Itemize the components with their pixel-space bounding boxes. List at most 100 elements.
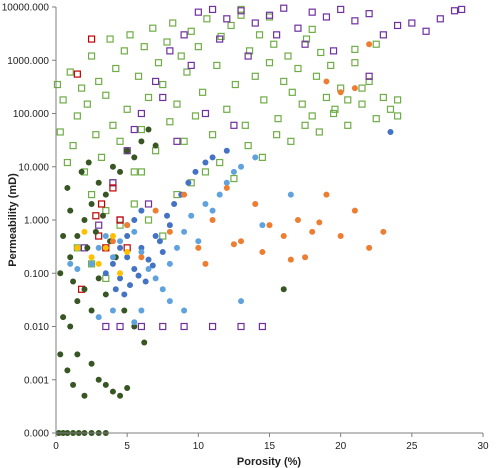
data-point xyxy=(95,179,102,186)
y-tick-label: 0.001 xyxy=(24,375,49,386)
data-point xyxy=(173,244,180,251)
x-axis-title: Porosity (%) xyxy=(237,456,302,468)
data-point xyxy=(159,232,167,240)
data-point xyxy=(74,266,81,273)
data-point xyxy=(102,270,109,277)
data-point xyxy=(109,238,116,245)
data-point xyxy=(294,64,302,73)
data-point xyxy=(159,286,166,293)
y-axis-ticks: 0.000 0.001 0.010 0.100 1.000 10.000 100.000 10… xyxy=(2,3,56,440)
x-tick-label: 5 xyxy=(124,441,130,452)
data-point xyxy=(87,52,96,60)
data-point xyxy=(185,179,192,186)
data-point xyxy=(238,238,245,245)
data-point xyxy=(209,207,216,214)
data-point xyxy=(59,96,67,104)
data-point xyxy=(137,168,145,176)
data-point xyxy=(163,38,171,46)
data-point xyxy=(63,158,71,167)
data-point xyxy=(358,84,366,92)
data-point xyxy=(149,24,157,32)
data-point xyxy=(223,105,231,113)
data-point xyxy=(358,100,366,108)
data-point xyxy=(302,35,311,43)
data-point xyxy=(66,68,74,76)
data-point xyxy=(317,48,325,57)
data-point xyxy=(109,388,116,395)
data-point xyxy=(173,137,181,145)
data-point xyxy=(351,207,358,214)
data-point xyxy=(67,260,74,267)
data-point xyxy=(138,138,145,145)
data-point xyxy=(183,68,191,76)
data-point xyxy=(95,77,103,86)
data-point xyxy=(287,256,294,263)
data-point xyxy=(351,59,359,67)
data-point xyxy=(213,61,221,70)
data-point xyxy=(323,191,330,198)
data-point xyxy=(450,7,459,15)
data-point xyxy=(57,270,64,277)
data-point xyxy=(265,11,274,19)
data-point xyxy=(109,260,116,267)
data-point xyxy=(316,219,323,226)
data-point xyxy=(109,233,116,240)
data-point xyxy=(258,153,266,161)
data-point xyxy=(137,109,145,118)
data-point xyxy=(138,307,145,314)
data-point xyxy=(231,80,239,89)
data-point xyxy=(166,260,173,267)
y-tick-label: 10000.000 xyxy=(2,3,50,14)
data-point xyxy=(230,168,237,175)
data-point xyxy=(102,233,109,240)
data-point xyxy=(95,275,102,282)
data-point xyxy=(181,307,188,314)
data-point xyxy=(117,238,124,245)
data-point xyxy=(208,322,217,331)
x-tick-label: 25 xyxy=(406,441,418,452)
data-point xyxy=(84,244,91,251)
data-point xyxy=(199,88,207,96)
x-tick-label: 15 xyxy=(264,441,276,452)
data-point xyxy=(270,40,278,48)
data-point xyxy=(166,222,173,229)
data-point xyxy=(308,112,316,120)
data-point xyxy=(251,19,259,27)
data-point xyxy=(223,147,230,154)
data-point xyxy=(95,221,103,229)
data-point xyxy=(124,249,131,256)
data-point xyxy=(274,115,282,123)
data-point xyxy=(216,35,224,43)
data-point xyxy=(78,168,85,175)
data-point xyxy=(74,298,81,305)
x-tick-label: 20 xyxy=(335,441,347,452)
data-point xyxy=(260,96,268,104)
data-point xyxy=(117,244,124,251)
series-7 xyxy=(74,228,131,277)
data-point xyxy=(366,244,373,251)
data-point xyxy=(120,47,128,55)
data-point xyxy=(145,266,152,273)
data-point xyxy=(372,40,380,48)
data-point xyxy=(116,221,124,229)
data-point xyxy=(102,291,109,298)
data-point xyxy=(131,228,138,235)
data-point xyxy=(380,228,387,235)
data-point xyxy=(138,207,145,214)
data-point xyxy=(180,137,188,145)
data-point xyxy=(131,323,138,330)
data-point xyxy=(121,307,128,314)
data-point xyxy=(102,207,110,215)
data-point xyxy=(67,254,74,261)
data-point xyxy=(74,351,81,358)
data-point xyxy=(329,109,338,118)
data-point xyxy=(331,105,339,113)
data-point xyxy=(102,244,109,251)
data-point xyxy=(230,241,237,248)
data-point xyxy=(365,77,373,86)
data-point xyxy=(308,25,316,33)
data-point xyxy=(159,249,166,256)
data-point xyxy=(53,80,62,89)
